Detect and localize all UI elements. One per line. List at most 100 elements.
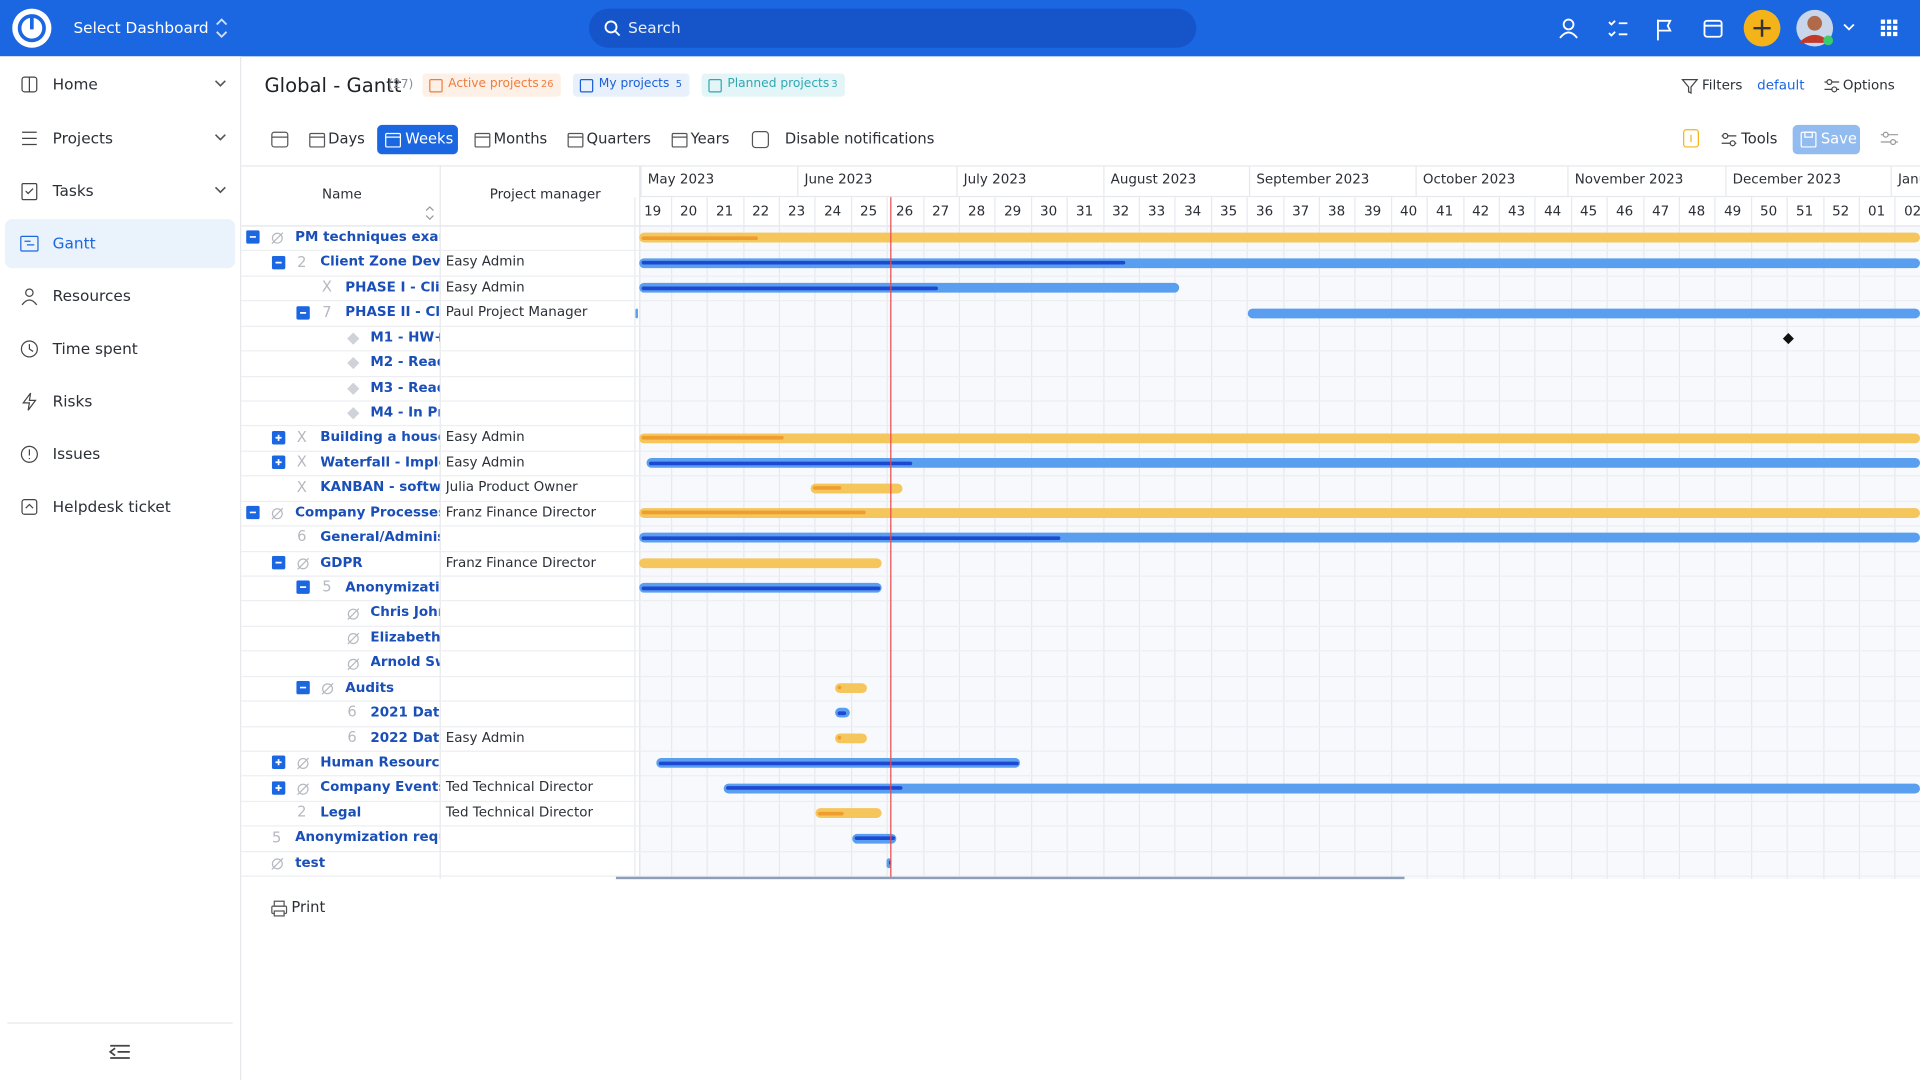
- options-button[interactable]: Options: [1843, 77, 1895, 93]
- gantt-bar[interactable]: [639, 433, 1920, 443]
- badge-count: 26: [541, 78, 553, 89]
- view-button[interactable]: Weeks: [377, 125, 458, 154]
- badge[interactable]: Active projects26: [422, 73, 560, 96]
- scrollbar[interactable]: [616, 877, 1405, 879]
- gantt-bar[interactable]: [636, 308, 638, 318]
- row-name[interactable]: Company Processes ar: [295, 504, 439, 520]
- row-manager: Franz Finance Director: [446, 554, 632, 570]
- nav-item[interactable]: Home: [5, 60, 235, 109]
- collapse-icon[interactable]: [108, 1043, 132, 1060]
- row-marker: 5: [271, 828, 283, 845]
- nav-label: Risks: [53, 392, 93, 410]
- row-name[interactable]: 2021 Data: [370, 704, 439, 720]
- view-label: Weeks: [405, 130, 453, 147]
- save-icon: [1800, 131, 1817, 148]
- row-name[interactable]: M4 - In Production: [370, 404, 439, 420]
- gantt-bar[interactable]: [724, 783, 1920, 793]
- gantt-row: [241, 826, 1920, 851]
- view-label: Days: [328, 130, 365, 147]
- calendar-icon[interactable]: [271, 130, 289, 148]
- settings-icon[interactable]: [1880, 130, 1900, 147]
- expand-toggle: [271, 781, 286, 796]
- tools-button[interactable]: Tools: [1741, 130, 1777, 147]
- name-cell: Building a house: [320, 425, 439, 450]
- row-name[interactable]: M2 - Ready for Pilot: [370, 354, 439, 370]
- row-name[interactable]: M1 - HW+SW installed: [370, 329, 439, 345]
- month-label: October 2023: [1423, 171, 1515, 187]
- row-name[interactable]: GDPR: [320, 554, 362, 570]
- nav-item[interactable]: Projects: [5, 114, 235, 163]
- row-name[interactable]: PM techniques examp: [295, 229, 439, 245]
- row-name[interactable]: PHASE I - Client: [345, 279, 439, 295]
- row-name[interactable]: Chris Johns: [370, 604, 439, 620]
- sidebar: Home Projects TasksGanttResourcesTime spen…: [0, 56, 241, 1080]
- gantt-row: [241, 601, 1920, 626]
- row-name[interactable]: Building a house: [320, 429, 439, 445]
- filters-button[interactable]: Filters: [1702, 77, 1742, 93]
- gantt-bar[interactable]: [639, 558, 881, 568]
- row-name[interactable]: KANBAN - softwar: [320, 479, 439, 495]
- row-name[interactable]: PHASE II - Clier: [345, 304, 439, 320]
- nav-item[interactable]: Issues: [5, 430, 235, 479]
- view-button[interactable]: Years: [671, 125, 732, 154]
- nav-item[interactable]: Helpdesk ticket: [5, 482, 235, 531]
- gantt-bar[interactable]: [639, 233, 1920, 243]
- view-button[interactable]: Days: [309, 125, 368, 154]
- row-name[interactable]: Anonymization: [345, 579, 439, 595]
- badge[interactable]: My projects5: [573, 73, 689, 96]
- checkbox[interactable]: [752, 131, 769, 148]
- week-label: 42: [1463, 203, 1499, 219]
- dashboard-select[interactable]: Select Dashboard: [73, 18, 208, 36]
- name-cell: M1 - HW+SW installed: [370, 325, 439, 350]
- collapse-toggle: [271, 556, 286, 571]
- nav-item[interactable]: Risks: [5, 377, 235, 426]
- badge-count: 5: [676, 78, 682, 89]
- badge-count: 3: [831, 78, 837, 89]
- gantt-bar[interactable]: [1248, 308, 1920, 318]
- default-filter[interactable]: default: [1757, 77, 1804, 93]
- view-button[interactable]: Months: [474, 125, 550, 154]
- badge[interactable]: Planned projects3: [702, 73, 845, 96]
- today-line: [890, 197, 891, 879]
- nav-item[interactable]: Gantt: [5, 219, 235, 268]
- row-name[interactable]: Audits: [345, 679, 394, 695]
- nav-item[interactable]: Resources: [5, 272, 235, 321]
- save-button[interactable]: Save: [1793, 125, 1860, 154]
- progress-bar: [813, 486, 841, 490]
- week-label: 19: [635, 203, 671, 219]
- logo[interactable]: [11, 7, 53, 49]
- nav-item[interactable]: Tasks: [5, 167, 235, 216]
- row-name[interactable]: General/Administr: [320, 529, 439, 545]
- week-label: 37: [1283, 203, 1319, 219]
- progress-bar: [659, 761, 1019, 765]
- search-box[interactable]: Search: [589, 9, 1196, 48]
- row-marker: 6: [346, 703, 358, 720]
- name-cell: Anonymization: [345, 576, 439, 601]
- month-label: December 2023: [1733, 171, 1841, 187]
- row-name[interactable]: test: [295, 854, 325, 870]
- divider: [7, 1022, 232, 1023]
- chevrons: [214, 17, 229, 39]
- week-label: 45: [1571, 203, 1607, 219]
- notifications-label[interactable]: Disable notifications: [785, 130, 934, 147]
- row-name[interactable]: M3 - Ready for Production: [370, 379, 439, 395]
- row-name[interactable]: Arnold Swa: [370, 654, 439, 670]
- options-icon: [1823, 77, 1840, 94]
- row-name[interactable]: Anonymization reques: [295, 829, 439, 845]
- row-name[interactable]: Company Events: [320, 779, 439, 795]
- manager-header: Project manager: [490, 186, 601, 202]
- row-name[interactable]: Waterfall - Implem: [320, 454, 439, 470]
- row-name[interactable]: Client Zone Develo: [320, 254, 439, 270]
- info-icon[interactable]: [1682, 129, 1699, 149]
- nav-icon: [20, 75, 40, 95]
- print-button[interactable]: Print: [291, 899, 325, 916]
- nav-label: Projects: [53, 129, 113, 147]
- view-button[interactable]: Quarters: [567, 125, 653, 154]
- nav-item[interactable]: Time spent: [5, 324, 235, 373]
- row-name[interactable]: Elizabeth E: [370, 629, 439, 645]
- empty-icon: [271, 507, 284, 520]
- top-icons: [1550, 10, 1917, 49]
- row-name[interactable]: Human Resources: [320, 754, 439, 770]
- row-name[interactable]: 2022 Data: [370, 729, 439, 745]
- row-name[interactable]: Legal: [320, 804, 361, 820]
